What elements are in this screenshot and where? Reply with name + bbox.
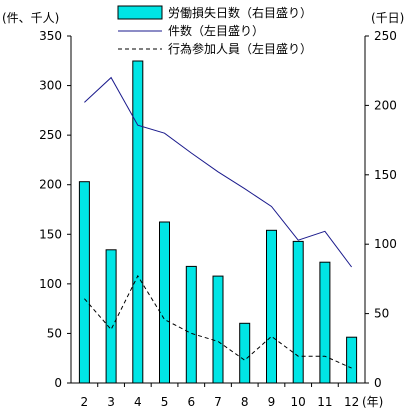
right-tick-label: 0 xyxy=(374,376,382,390)
legend-label-participants: 行為参加人員（左目盛り） xyxy=(168,41,312,56)
line-count xyxy=(84,76,353,268)
right-tick-label: 250 xyxy=(374,29,397,43)
bar-10 xyxy=(292,240,304,384)
x-tick-label: 5 xyxy=(161,395,169,409)
bar-4 xyxy=(132,60,144,384)
x-tick-label: 6 xyxy=(187,395,195,409)
x-tick-label: 11 xyxy=(317,395,332,409)
left-tick-label: 250 xyxy=(39,128,62,142)
bar-series-loss-days xyxy=(78,60,358,384)
bar-12 xyxy=(346,336,358,384)
x-tick-label: 7 xyxy=(214,395,222,409)
x-tick-label: 3 xyxy=(107,395,115,409)
legend: 労働損失日数（右目盛り） 件数（左目盛り） 行為参加人員（左目盛り） xyxy=(117,5,312,56)
right-tick-label: 50 xyxy=(374,307,389,321)
bar-3 xyxy=(105,249,117,384)
x-tick-label: 8 xyxy=(241,395,249,409)
x-axis-ticks: 2 3 4 5 6 7 8 9 10 11 12 xyxy=(81,383,359,409)
x-tick-label: 9 xyxy=(268,395,276,409)
legend-swatch-bar xyxy=(117,5,163,20)
left-tick-label: 350 xyxy=(39,29,62,43)
right-tick-label: 150 xyxy=(374,168,397,182)
left-tick-label: 50 xyxy=(47,326,62,340)
x-tick-label: 2 xyxy=(81,395,89,409)
line-participants xyxy=(84,274,352,369)
bar-5 xyxy=(159,221,170,384)
x-tick-label: 4 xyxy=(134,395,142,409)
right-axis-unit: (千日) xyxy=(371,11,404,25)
right-tick-label: 200 xyxy=(374,98,397,112)
line-series xyxy=(84,76,353,369)
left-axis-unit: (件、千人) xyxy=(2,11,59,25)
left-tick-label: 100 xyxy=(39,277,62,291)
bar-6 xyxy=(185,265,197,384)
left-tick-label: 0 xyxy=(54,376,62,390)
x-tick-label: 10 xyxy=(291,395,306,409)
right-axis-ticks: 0 50 100 150 200 250 xyxy=(365,29,397,390)
legend-label-count: 件数（左目盛り） xyxy=(168,23,264,38)
x-axis-unit: (年) xyxy=(362,395,383,409)
bar-9 xyxy=(266,229,277,384)
legend-label-bar: 労働損失日数（右目盛り） xyxy=(168,5,312,20)
left-tick-label: 200 xyxy=(39,178,62,192)
right-tick-label: 100 xyxy=(374,237,397,251)
bar-7 xyxy=(212,275,224,384)
bar-8 xyxy=(239,322,251,384)
x-tick-label: 12 xyxy=(344,395,359,409)
left-tick-label: 300 xyxy=(39,79,62,93)
left-tick-label: 150 xyxy=(39,227,62,241)
left-axis-ticks: 0 50 100 150 200 250 300 350 xyxy=(39,29,71,390)
bar-11 xyxy=(319,261,331,384)
bar-2 xyxy=(78,181,90,384)
